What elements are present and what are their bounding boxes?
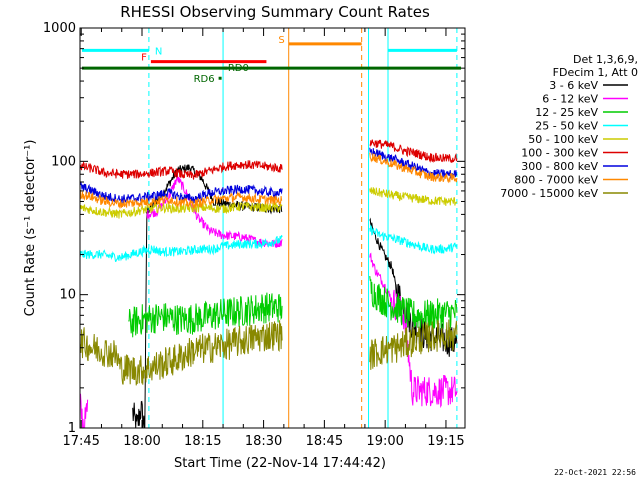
series-line-3 [79,224,458,262]
y-tick-label-2: 100 [51,154,76,169]
x-tick-label-5: 19:00 [366,434,403,449]
y-tick-label-0: 1 [68,421,76,436]
x-tick-label-3: 18:30 [245,434,282,449]
axes: 1 10 100 1000 17:45 18:00 18:15 18:30 18:45 19:00… [43,21,466,449]
legend-header-1: FDecim 1, Att 0 [553,66,638,79]
legend-label-0: 3 - 6 keV [549,79,598,92]
legend-label-8: 7000 - 15000 keV [500,187,598,200]
series-line-7 [79,152,458,210]
annotation-label-5: RD6 [194,74,215,85]
chart-title: RHESSI Observing Summary Count Rates [120,3,430,21]
legend-header-0: Det 1,3,6,9, [573,53,638,66]
annotation-label-2: S [278,35,284,46]
legend-label-4: 50 - 100 keV [528,133,598,146]
generation-timestamp: 22-Oct-2021 22:56 [554,468,636,477]
series-line-2 [128,276,458,338]
series-line-5 [79,139,458,180]
x-tick-label-6: 19:15 [427,434,464,449]
annotation-label-0: N [155,46,162,57]
x-tick-label-2: 18:15 [184,434,221,449]
series-line-6 [79,147,458,204]
annotation-label-4: RD0 [228,63,249,74]
x-tick-label-0: 17:45 [62,434,99,449]
legend-label-3: 25 - 50 keV [535,120,598,133]
legend-label-5: 100 - 300 keV [521,147,598,160]
plot-area: NF S RD0 RD6 [79,28,461,429]
x-axis-label: Start Time (22-Nov-14 17:44:42) [174,456,386,471]
legend-label-2: 12 - 25 keV [535,106,598,119]
y-tick-label-3: 1000 [43,21,76,36]
legend-label-7: 800 - 7000 keV [514,174,598,187]
series-line-4 [79,187,458,219]
y-axis-label: Count Rate (s⁻¹ detector⁻¹) [23,140,38,317]
plot-frame [79,27,466,429]
annotation-label-1: F [141,53,147,64]
series-line-8 [79,319,458,386]
legend-label-1: 6 - 12 keV [542,93,598,106]
x-tick-label-4: 18:45 [306,434,343,449]
x-tick-label-1: 18:00 [123,434,160,449]
y-tick-label-1: 10 [59,288,76,303]
legend-label-6: 300 - 800 keV [521,160,598,173]
